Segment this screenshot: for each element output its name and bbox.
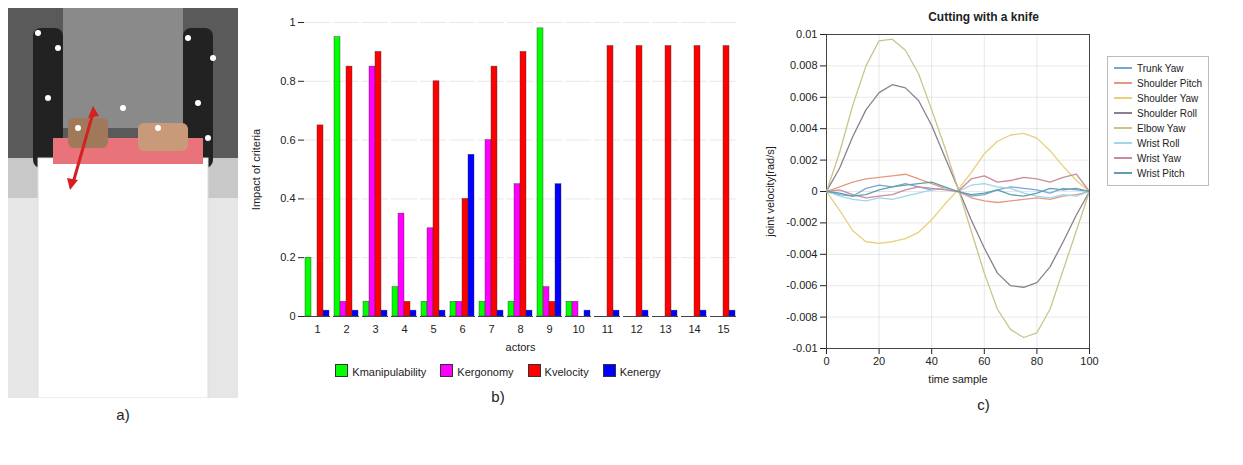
html-text:Shoulder Roll: Shoulder Roll: [1137, 108, 1197, 119]
svg-text:8: 8: [517, 323, 523, 335]
svg-text:11: 11: [602, 323, 613, 335]
svg-text:100: 100: [1080, 355, 1098, 367]
html-text:Wrist Pitch: Wrist Pitch: [1137, 168, 1185, 179]
svg-text:0: 0: [289, 310, 295, 322]
svg-text:13: 13: [659, 323, 671, 335]
svg-text:10: 10: [572, 323, 584, 335]
svg-text:1: 1: [314, 323, 320, 335]
svg-text:-0.01: -0.01: [792, 342, 817, 354]
svg-text:15: 15: [717, 323, 729, 335]
svg-text:6: 6: [459, 323, 465, 335]
html-text:Shoulder Pitch: Shoulder Pitch: [1137, 78, 1202, 89]
svg-text:1: 1: [289, 16, 295, 28]
svg-text:3: 3: [372, 323, 378, 335]
svg-text:-0.002: -0.002: [786, 216, 817, 228]
html-text:c): c): [977, 396, 990, 413]
svg-text:0.004: 0.004: [790, 122, 818, 134]
html-text:Trunk Yaw: Trunk Yaw: [1137, 63, 1184, 74]
svg-text:80: 80: [1031, 355, 1043, 367]
html-text:Kenergy: Kenergy: [619, 366, 661, 378]
svg-text:Impact of criteria: Impact of criteria: [250, 128, 262, 210]
svg-text:0.002: 0.002: [790, 154, 818, 166]
svg-text:-0.004: -0.004: [786, 248, 817, 260]
html-text:Shoulder Yaw: Shoulder Yaw: [1137, 93, 1199, 104]
svg-text:actors: actors: [506, 341, 536, 353]
html-text:Kvelocity: Kvelocity: [544, 366, 589, 378]
svg-text:0.6: 0.6: [280, 134, 295, 146]
svg-text:joint velocity[rad/s]: joint velocity[rad/s]: [764, 146, 776, 237]
svg-text:-0.006: -0.006: [786, 279, 817, 291]
svg-text:0.008: 0.008: [790, 59, 818, 71]
svg-text:14: 14: [688, 323, 700, 335]
svg-text:0: 0: [811, 185, 817, 197]
html-text:Elbow Yaw: Elbow Yaw: [1137, 123, 1186, 134]
svg-text:9: 9: [546, 323, 552, 335]
svg-text:0.2: 0.2: [280, 251, 295, 263]
svg-text:0: 0: [823, 355, 829, 367]
html-text:Kergonomy: Kergonomy: [457, 366, 514, 378]
svg-text:12: 12: [630, 323, 642, 335]
svg-text:40: 40: [926, 355, 938, 367]
svg-text:5: 5: [430, 323, 436, 335]
svg-text:7: 7: [488, 323, 494, 335]
html-text:Wrist Yaw: Wrist Yaw: [1137, 153, 1181, 164]
svg-text:2: 2: [343, 323, 349, 335]
html-text:a): a): [116, 406, 130, 423]
svg-text:0.4: 0.4: [280, 192, 295, 204]
svg-text:-0.008: -0.008: [786, 311, 817, 323]
svg-text:time sample: time sample: [928, 373, 987, 385]
svg-text:60: 60: [978, 355, 990, 367]
html-text:Kmanipulability: Kmanipulability: [352, 366, 427, 378]
svg-text:0.006: 0.006: [790, 91, 818, 103]
svg-text:4: 4: [401, 323, 407, 335]
html-text:b): b): [491, 388, 505, 405]
svg-text:20: 20: [873, 355, 885, 367]
svg-text:0.8: 0.8: [280, 75, 295, 87]
html-text:Wrist Roll: Wrist Roll: [1137, 138, 1180, 149]
html-text:Cutting with a knife: Cutting with a knife: [928, 10, 1039, 24]
svg-text:0.01: 0.01: [796, 28, 817, 40]
